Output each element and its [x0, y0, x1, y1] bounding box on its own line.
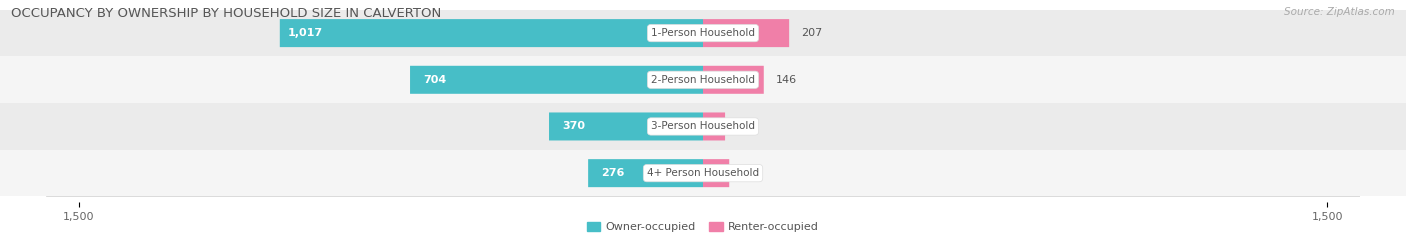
- Text: 704: 704: [423, 75, 447, 85]
- FancyBboxPatch shape: [703, 159, 730, 187]
- FancyBboxPatch shape: [703, 113, 725, 140]
- Text: 370: 370: [562, 121, 585, 131]
- FancyBboxPatch shape: [548, 113, 703, 140]
- Text: 207: 207: [801, 28, 823, 38]
- Text: 1-Person Household: 1-Person Household: [651, 28, 755, 38]
- Text: 2-Person Household: 2-Person Household: [651, 75, 755, 85]
- Legend: Owner-occupied, Renter-occupied: Owner-occupied, Renter-occupied: [586, 222, 820, 232]
- Text: 63: 63: [742, 168, 755, 178]
- FancyBboxPatch shape: [703, 66, 763, 94]
- Text: 276: 276: [602, 168, 624, 178]
- Text: 146: 146: [776, 75, 797, 85]
- FancyBboxPatch shape: [411, 66, 703, 94]
- Text: 4+ Person Household: 4+ Person Household: [647, 168, 759, 178]
- FancyBboxPatch shape: [703, 19, 789, 47]
- Text: 3-Person Household: 3-Person Household: [651, 121, 755, 131]
- Bar: [0, 150, 1406, 196]
- Bar: [0, 10, 1406, 56]
- Bar: [0, 56, 1406, 103]
- Text: 1,017: 1,017: [287, 28, 322, 38]
- Text: Source: ZipAtlas.com: Source: ZipAtlas.com: [1284, 7, 1395, 17]
- FancyBboxPatch shape: [280, 19, 703, 47]
- Bar: [0, 103, 1406, 150]
- Text: 53: 53: [738, 121, 752, 131]
- Text: OCCUPANCY BY OWNERSHIP BY HOUSEHOLD SIZE IN CALVERTON: OCCUPANCY BY OWNERSHIP BY HOUSEHOLD SIZE…: [11, 7, 441, 20]
- FancyBboxPatch shape: [588, 159, 703, 187]
